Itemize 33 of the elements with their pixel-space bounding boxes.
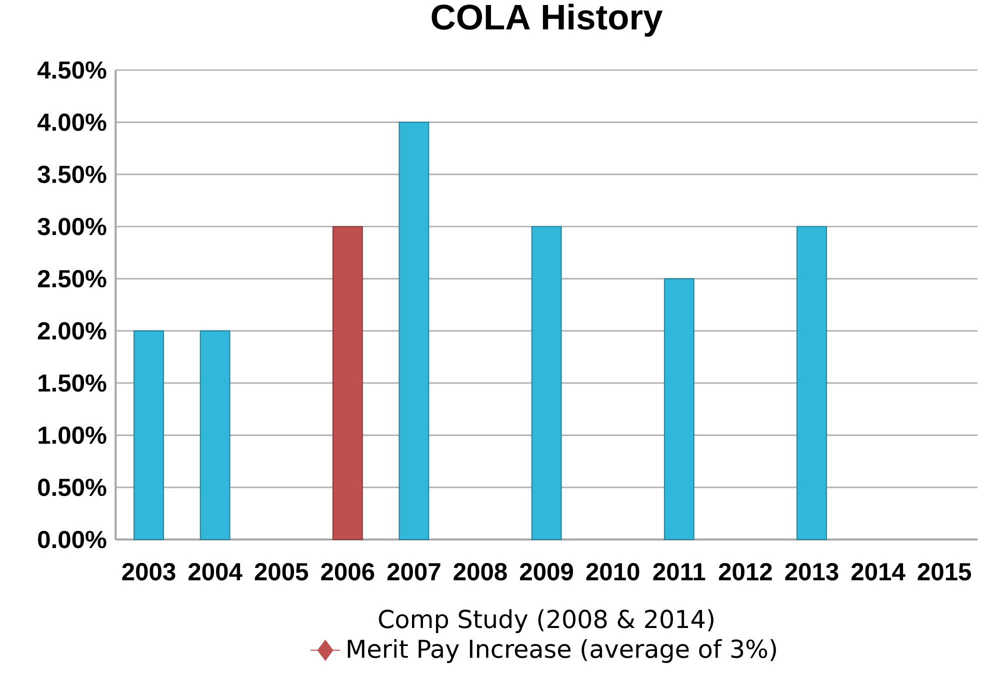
bar xyxy=(531,226,562,540)
bar xyxy=(398,122,430,540)
x-tick-label: 2012 xyxy=(718,562,772,580)
legend-label: Merit Pay Increase (average of 3%) xyxy=(348,638,776,663)
bar xyxy=(796,226,827,540)
bar xyxy=(134,330,164,540)
chart-title: COLA History xyxy=(432,4,663,37)
y-tick-label: 1.00% xyxy=(38,426,106,444)
bar xyxy=(664,278,694,540)
x-tick-label: 2014 xyxy=(851,562,906,580)
y-tick-label: 0.00% xyxy=(38,530,106,548)
y-tick-label: 4.00% xyxy=(37,113,106,131)
y-tick-label: 0.50% xyxy=(38,478,106,496)
x-tick-label: 2010 xyxy=(586,562,640,580)
x-tick-label: 2011 xyxy=(653,562,706,580)
y-tick-label: 4.50% xyxy=(37,61,106,79)
x-tick-label: 2005 xyxy=(254,562,308,580)
x-tick-label: 2004 xyxy=(188,562,242,580)
x-tick-label: 2013 xyxy=(785,562,838,580)
x-tick-label: 2003 xyxy=(122,562,176,580)
x-tick-label: 2009 xyxy=(520,562,574,580)
y-tick-label: 1.50% xyxy=(38,374,106,392)
y-tick-label: 2.00% xyxy=(38,322,106,340)
bar xyxy=(332,226,363,540)
bar xyxy=(200,330,230,540)
x-tick-label: 2008 xyxy=(454,562,507,580)
y-tick-label: 2.50% xyxy=(38,270,106,288)
x-tick-label: 2006 xyxy=(321,562,374,580)
text: Comp Study (2008 & 2014) xyxy=(378,609,714,634)
x-tick-label: 2007 xyxy=(387,562,440,580)
y-tick-label: 3.50% xyxy=(38,166,106,184)
y-tick-label: 3.00% xyxy=(38,218,106,236)
x-tick-label: 2015 xyxy=(918,562,972,580)
